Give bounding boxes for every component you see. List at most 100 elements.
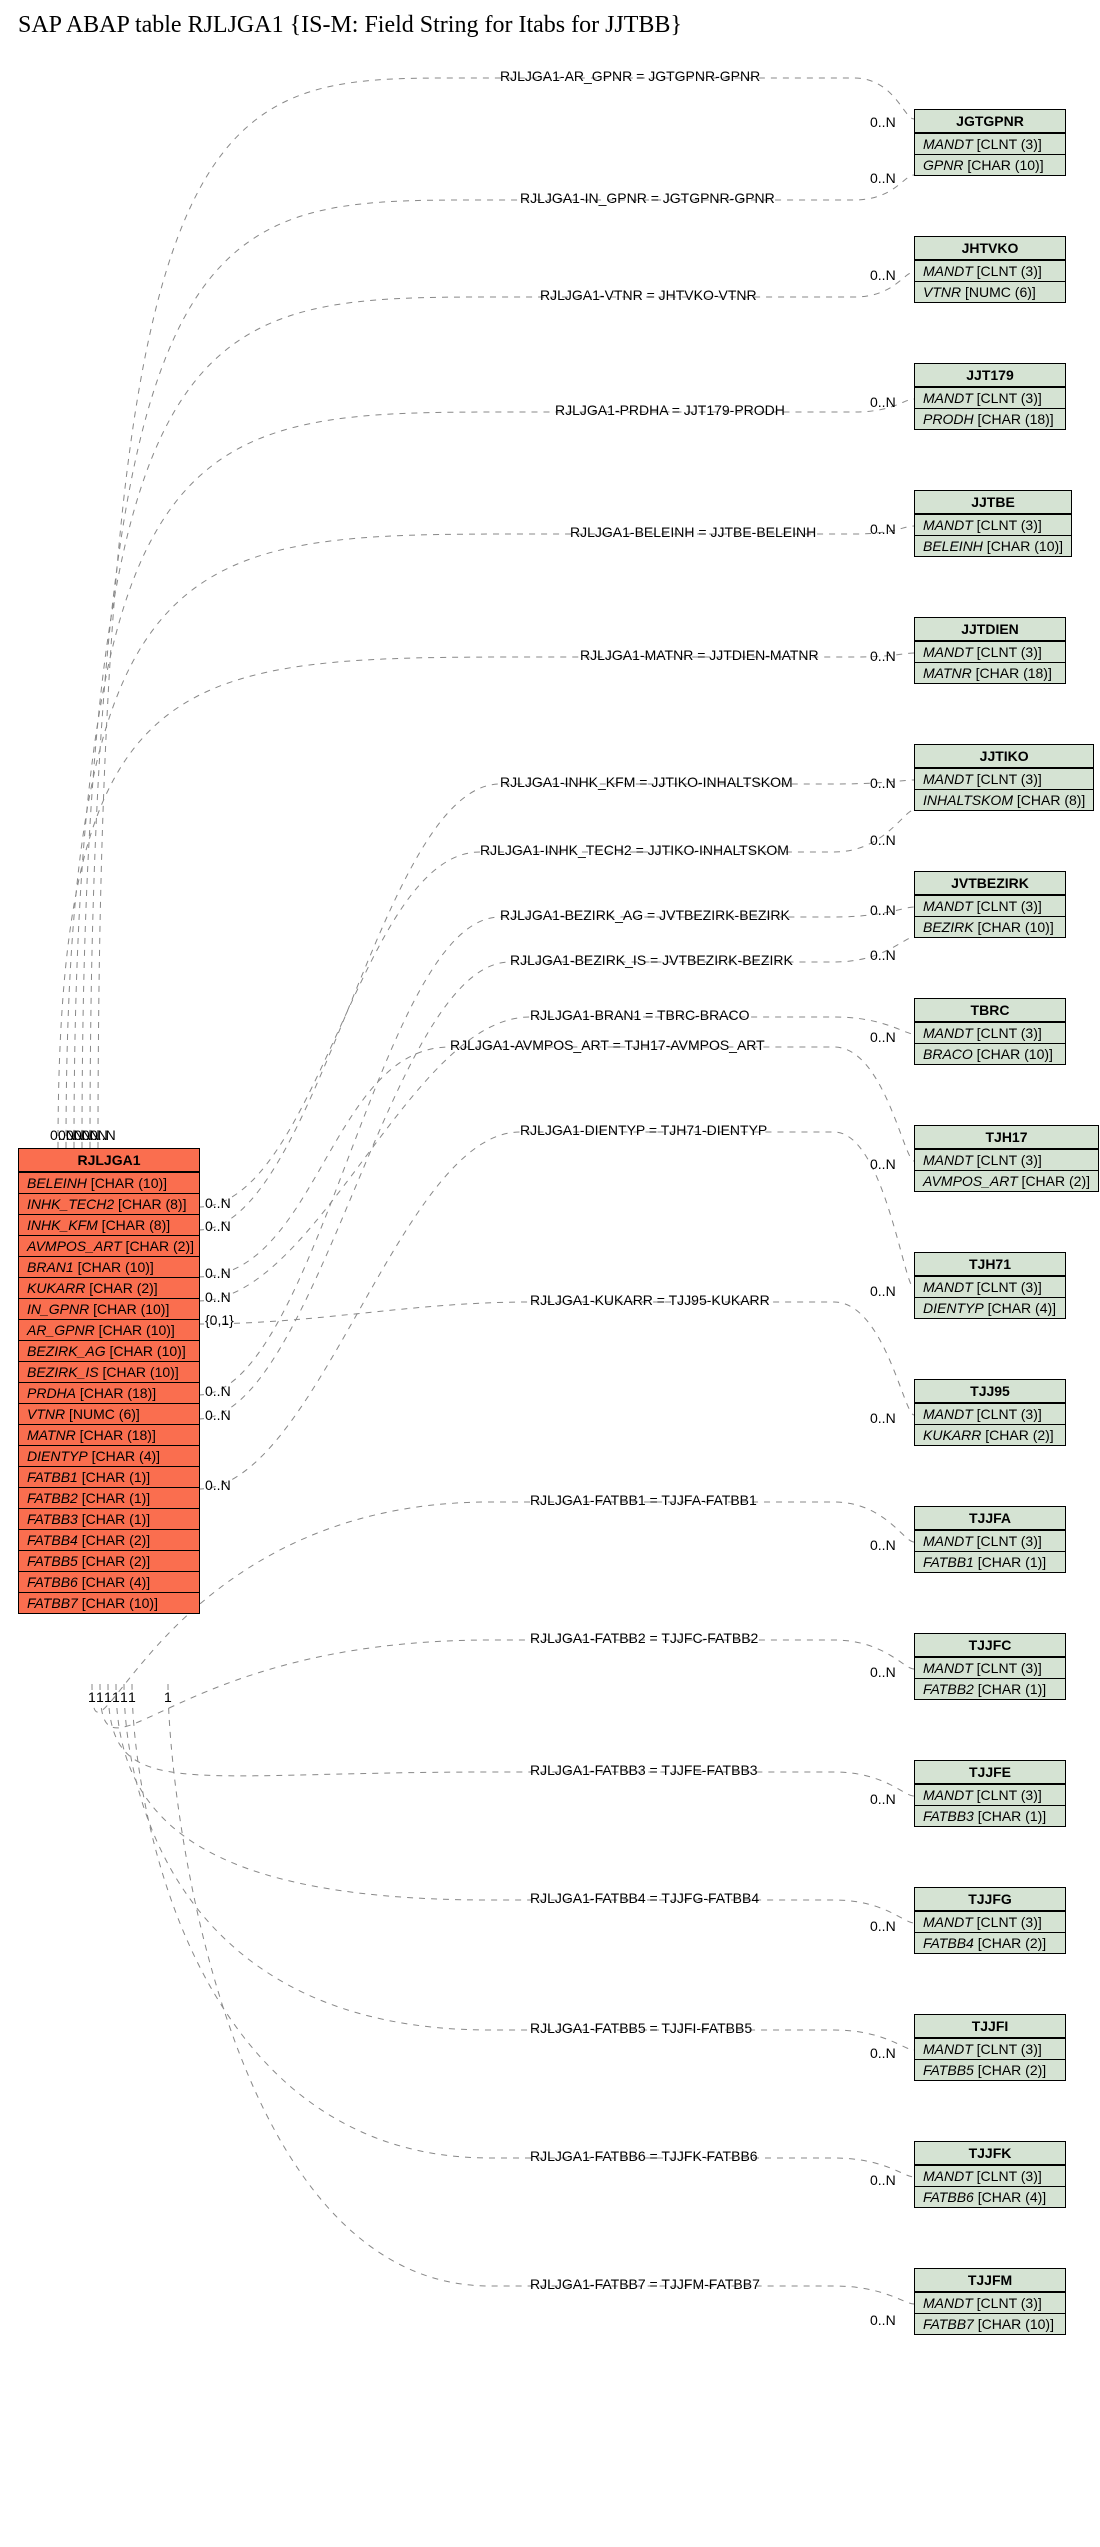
entity-header: TJJFC (915, 1634, 1065, 1657)
edge (198, 1302, 914, 1415)
entity-field: MANDT [CLNT (3)] (915, 1784, 1065, 1805)
edge-label: RJLJGA1-FATBB7 = TJJFM-FATBB7 (530, 2276, 760, 2292)
entity-field: MANDT [CLNT (3)] (915, 514, 1071, 535)
cardinality-target: 0..N (870, 832, 896, 848)
entity-field: FATBB2 [CHAR (1)] (915, 1678, 1065, 1699)
entity-header: TJJ95 (915, 1380, 1065, 1403)
edge (58, 653, 914, 1148)
entity-header: TJJFM (915, 2269, 1065, 2292)
cardinality-source: 1 (112, 1689, 120, 1705)
edge-label: RJLJGA1-FATBB6 = TJJFK-FATBB6 (530, 2148, 758, 2164)
cardinality-target: 0..N (870, 2312, 896, 2328)
entity-field: MANDT [CLNT (3)] (915, 2292, 1065, 2313)
entity-field: BEZIRK_AG [CHAR (10)] (19, 1340, 199, 1361)
entity-field: FATBB3 [CHAR (1)] (915, 1805, 1065, 1826)
entity-field: FATBB3 [CHAR (1)] (19, 1508, 199, 1529)
cardinality-source: 0..N (205, 1195, 231, 1211)
edge-label: RJLJGA1-FATBB1 = TJJFA-FATBB1 (530, 1492, 757, 1508)
entity-field: MANDT [CLNT (3)] (915, 133, 1065, 154)
entity-field: FATBB4 [CHAR (2)] (19, 1529, 199, 1550)
entity-ref: TJJFKMANDT [CLNT (3)]FATBB6 [CHAR (4)] (914, 2141, 1066, 2208)
entity-field: MANDT [CLNT (3)] (915, 387, 1065, 408)
entity-header: JJTIKO (915, 745, 1093, 768)
entity-ref: TJJFAMANDT [CLNT (3)]FATBB1 [CHAR (1)] (914, 1506, 1066, 1573)
entity-field: BRAN1 [CHAR (10)] (19, 1256, 199, 1277)
edge-label: RJLJGA1-BRAN1 = TBRC-BRACO (530, 1007, 750, 1023)
entity-field: MANDT [CLNT (3)] (915, 768, 1093, 789)
edge (98, 78, 914, 1148)
entity-ref: TJJFGMANDT [CLNT (3)]FATBB4 [CHAR (2)] (914, 1887, 1066, 1954)
entity-field: AVMPOS_ART [CHAR (2)] (19, 1235, 199, 1256)
cardinality-source: 1 (96, 1689, 104, 1705)
entity-field: MANDT [CLNT (3)] (915, 641, 1065, 662)
entity-field: FATBB5 [CHAR (2)] (19, 1550, 199, 1571)
entity-ref: TJJFCMANDT [CLNT (3)]FATBB2 [CHAR (1)] (914, 1633, 1066, 1700)
edge-label: RJLJGA1-PRDHA = JJT179-PRODH (555, 402, 785, 418)
entity-field: MANDT [CLNT (3)] (915, 2165, 1065, 2186)
edge-label: RJLJGA1-AR_GPNR = JGTGPNR-GPNR (500, 68, 760, 84)
entity-ref: JJTDIENMANDT [CLNT (3)]MATNR [CHAR (18)] (914, 617, 1066, 684)
edge (198, 1132, 914, 1489)
cardinality-source: 0..N (205, 1265, 231, 1281)
entity-field: DIENTYP [CHAR (4)] (915, 1297, 1065, 1318)
cardinality-target: 0..N (870, 1283, 896, 1299)
entity-field: BEZIRK_IS [CHAR (10)] (19, 1361, 199, 1382)
entity-field: FATBB5 [CHAR (2)] (915, 2059, 1065, 2080)
entity-field: FATBB6 [CHAR (4)] (915, 2186, 1065, 2207)
entity-ref: TJJFMMANDT [CLNT (3)]FATBB7 [CHAR (10)] (914, 2268, 1066, 2335)
entity-header: JGTGPNR (915, 110, 1065, 133)
cardinality-target: 0..N (870, 1156, 896, 1172)
entity-header: TJH17 (915, 1126, 1098, 1149)
entity-ref: TJJFIMANDT [CLNT (3)]FATBB5 [CHAR (2)] (914, 2014, 1066, 2081)
cardinality-target: 0..N (870, 1918, 896, 1934)
entity-ref: JJT179MANDT [CLNT (3)]PRODH [CHAR (18)] (914, 363, 1066, 430)
entity-header: JJTBE (915, 491, 1071, 514)
entity-field: INHALTSKOM [CHAR (8)] (915, 789, 1093, 810)
edge-label: RJLJGA1-IN_GPNR = JGTGPNR-GPNR (520, 190, 775, 206)
entity-field: FATBB7 [CHAR (10)] (19, 1592, 199, 1613)
cardinality-source: {0,1} (205, 1312, 234, 1328)
cardinality-source: 1 (164, 1689, 172, 1705)
entity-field: PRODH [CHAR (18)] (915, 408, 1065, 429)
edge-label: RJLJGA1-BELEINH = JJTBE-BELEINH (570, 524, 816, 540)
entity-ref: JJTIKOMANDT [CLNT (3)]INHALTSKOM [CHAR (… (914, 744, 1094, 811)
entity-field: IN_GPNR [CHAR (10)] (19, 1298, 199, 1319)
cardinality-source: 0..N (205, 1383, 231, 1399)
edge-label: RJLJGA1-FATBB2 = TJJFC-FATBB2 (530, 1630, 758, 1646)
entity-field: VTNR [NUMC (6)] (915, 281, 1065, 302)
cardinality-target: 0..N (870, 1791, 896, 1807)
edge-label: RJLJGA1-INHK_KFM = JJTIKO-INHALTSKOM (500, 774, 793, 790)
entity-field: MATNR [CHAR (18)] (915, 662, 1065, 683)
entity-header: JVTBEZIRK (915, 872, 1065, 895)
cardinality-target: 0..N (870, 775, 896, 791)
entity-field: BELEINH [CHAR (10)] (915, 535, 1071, 556)
entity-field: FATBB4 [CHAR (2)] (915, 1932, 1065, 1953)
cardinality-source: 0..N (205, 1218, 231, 1234)
edge (124, 1684, 914, 2050)
entity-field: MANDT [CLNT (3)] (915, 1149, 1098, 1170)
edge (132, 1684, 914, 2177)
entity-field: KUKARR [CHAR (2)] (19, 1277, 199, 1298)
entity-header: RJLJGA1 (19, 1149, 199, 1172)
cardinality-target: 0..N (870, 1029, 896, 1045)
edge-label: RJLJGA1-DIENTYP = TJH71-DIENTYP (520, 1122, 767, 1138)
entity-header: JJTDIEN (915, 618, 1065, 641)
edge-label: RJLJGA1-FATBB5 = TJJFI-FATBB5 (530, 2020, 752, 2036)
edge (116, 1684, 914, 1923)
entity-field: VTNR [NUMC (6)] (19, 1403, 199, 1424)
entity-ref: JHTVKOMANDT [CLNT (3)]VTNR [NUMC (6)] (914, 236, 1066, 303)
entity-field: MANDT [CLNT (3)] (915, 1276, 1065, 1297)
edge (100, 1640, 914, 1728)
edge-label: RJLJGA1-FATBB4 = TJJFG-FATBB4 (530, 1890, 759, 1906)
entity-main: RJLJGA1BELEINH [CHAR (10)]INHK_TECH2 [CH… (18, 1148, 200, 1614)
edge-label: RJLJGA1-BEZIRK_IS = JVTBEZIRK-BEZIRK (510, 952, 793, 968)
entity-ref: JJTBEMANDT [CLNT (3)]BELEINH [CHAR (10)] (914, 490, 1072, 557)
entity-field: MANDT [CLNT (3)] (915, 1530, 1065, 1551)
cardinality-source: 0..N (50, 1127, 76, 1143)
entity-field: BEZIRK [CHAR (10)] (915, 916, 1065, 937)
entity-field: MANDT [CLNT (3)] (915, 1022, 1065, 1043)
cardinality-target: 0..N (870, 1537, 896, 1553)
entity-field: FATBB2 [CHAR (1)] (19, 1487, 199, 1508)
cardinality-target: 0..N (870, 947, 896, 963)
entity-field: KUKARR [CHAR (2)] (915, 1424, 1065, 1445)
